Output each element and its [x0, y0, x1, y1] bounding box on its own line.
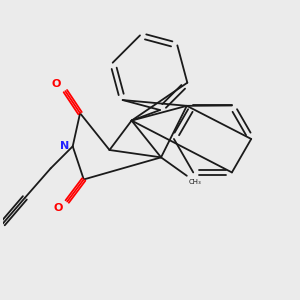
Text: O: O: [53, 203, 63, 213]
Text: O: O: [52, 79, 61, 89]
Text: N: N: [60, 141, 69, 151]
Text: CH₃: CH₃: [189, 179, 201, 185]
